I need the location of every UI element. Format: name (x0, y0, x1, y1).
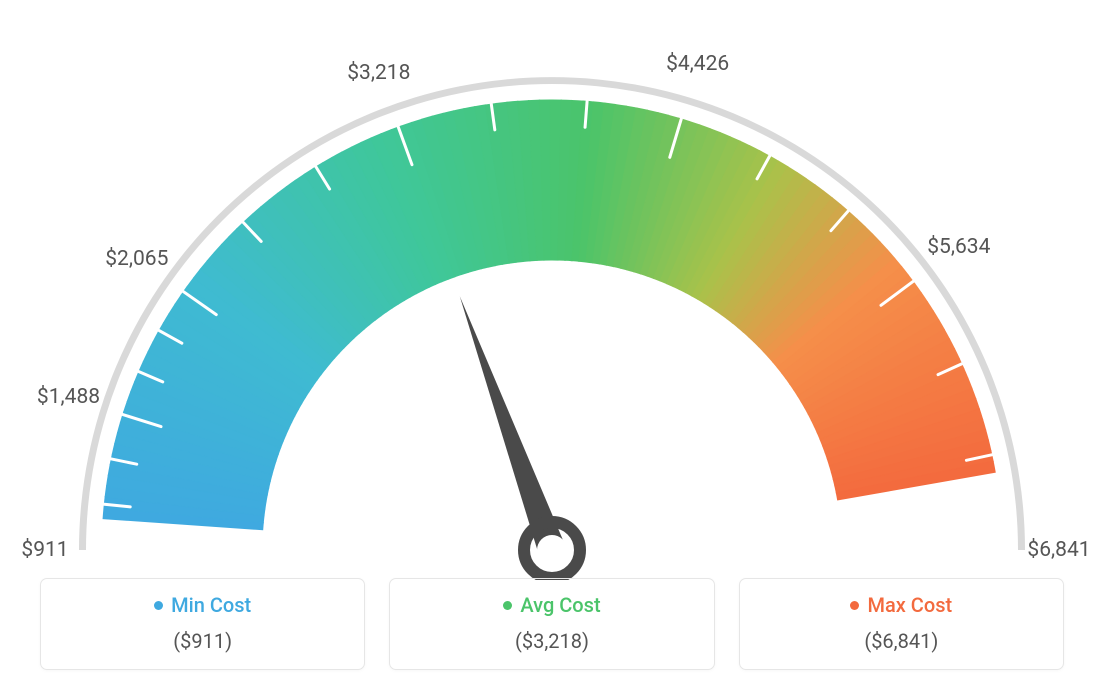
gauge-tick-label: $5,634 (927, 235, 990, 259)
dot-icon (154, 601, 163, 610)
legend-value-max: ($6,841) (750, 629, 1053, 653)
gauge-tick-label: $1,488 (37, 385, 100, 409)
gauge-area: $911 $1,488 $2,065 $3,218 $4,426 $5,634 $6,841 (0, 0, 1104, 560)
gauge-chart-container: $911 $1,488 $2,065 $3,218 $4,426 $5,634 $6,841… (0, 0, 1104, 690)
legend-card-max: Max Cost ($6,841) (739, 578, 1064, 670)
gauge-tick-label: $6,841 (1027, 538, 1090, 562)
gauge-tick-label: $911 (21, 538, 68, 562)
dot-icon (850, 601, 859, 610)
gauge-tick-label: $2,065 (105, 247, 168, 271)
legend-card-min: Min Cost ($911) (40, 578, 365, 670)
dot-icon (503, 601, 512, 610)
gauge-tick-label: $4,426 (666, 52, 729, 76)
gauge-tick-label: $3,218 (347, 61, 410, 85)
legend-title-text: Max Cost (867, 593, 952, 617)
legend-title-max: Max Cost (850, 593, 952, 617)
legend-value-min: ($911) (51, 629, 354, 653)
legend-value-avg: ($3,218) (400, 629, 703, 653)
gauge-svg (0, 20, 1104, 580)
legend-title-min: Min Cost (154, 593, 251, 617)
legend-title-text: Min Cost (171, 593, 251, 617)
legend-card-avg: Avg Cost ($3,218) (389, 578, 714, 670)
legend-row: Min Cost ($911) Avg Cost ($3,218) Max Co… (40, 578, 1064, 670)
legend-title-avg: Avg Cost (503, 593, 600, 617)
legend-title-text: Avg Cost (520, 593, 600, 617)
